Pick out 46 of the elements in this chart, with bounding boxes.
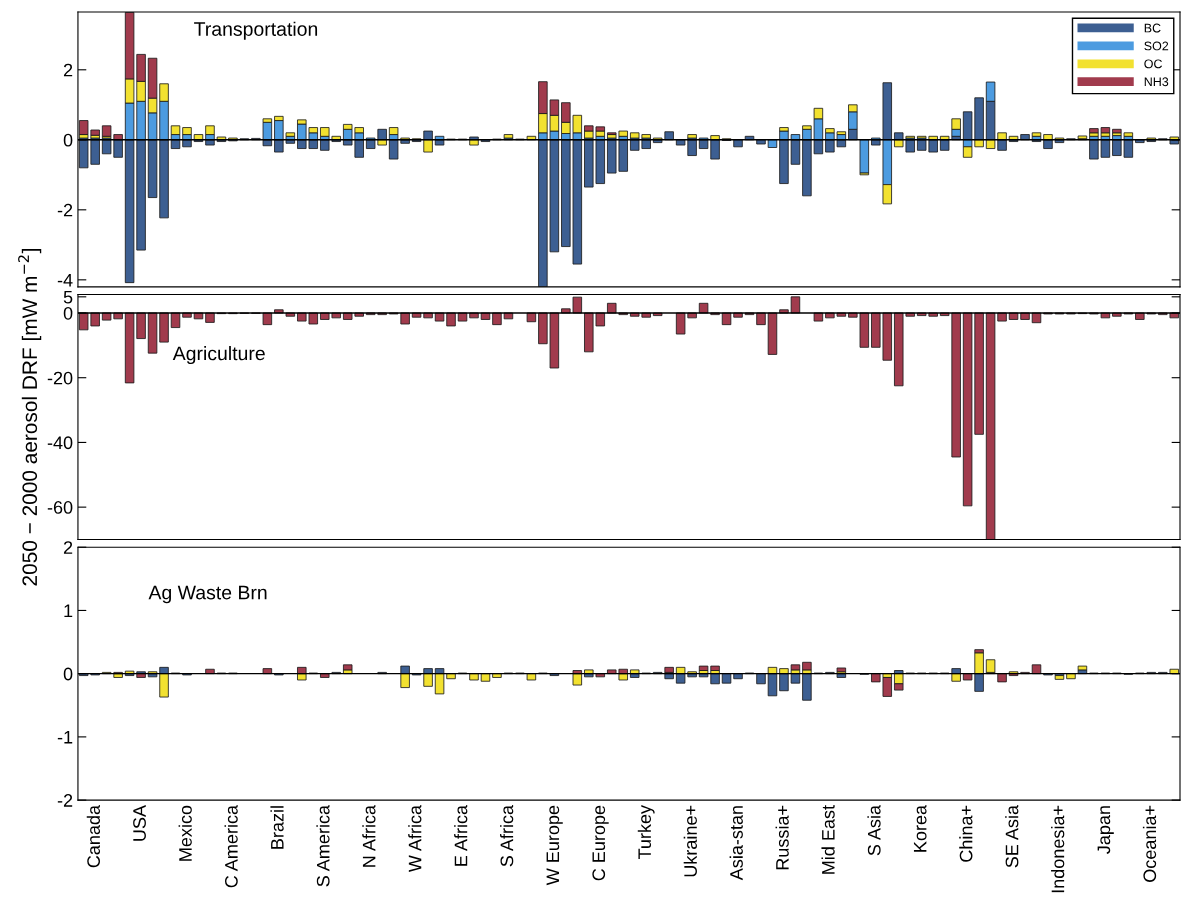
text: Ag Waste Brn [148,585,267,604]
x-tick-label: Turkey [637,805,655,860]
legend-label: BC [1144,23,1161,33]
x-tick-label: Korea [913,804,927,852]
legend-label: OC [1144,59,1163,69]
y-tick-label: -40 [47,436,73,450]
x-tick-label: Mid East [821,805,835,874]
legend-label: SO2 [1144,41,1169,51]
x-tick-label: Indonesia+ [1051,805,1065,893]
y-tick-label: 1 [64,604,73,617]
y-tick-label: -1 [57,731,73,744]
x-tick-label: C America [224,804,238,888]
x-tick-label: Russia+ [775,805,789,870]
y-tick-label: 2 [63,541,73,554]
text: Agriculture [172,346,265,365]
x-tick-label: S America [316,804,330,887]
y-tick-label: 0 [63,133,73,147]
x-tick-label: Ukraine+ [683,805,697,877]
y-tick-label: 0 [63,667,73,681]
x-tick-label: W Europe [546,805,563,886]
x-tick-label: S Asia [867,804,881,856]
chart-title: Transportation [194,21,318,40]
x-tick-label: W Africa [408,804,422,873]
y-tick-label: -2 [57,794,73,807]
x-tick-label: E Africa [454,804,468,866]
x-tick-label: Oceania+ [1142,805,1157,882]
x-tick-label: SE Asia [1005,804,1019,868]
x-tick-label: N Africa [362,804,376,867]
x-tick-label: China+ [959,805,973,862]
x-tick-label: Asia-stan [729,806,743,881]
x-tick-label: Mexico [178,805,192,861]
x-tick-label: Brazil [270,806,284,849]
y-tick-label: -60 [47,501,73,514]
x-tick-label: S Africa [500,804,514,867]
y-tick-label: 5 [63,290,73,304]
y-tick-label: 0 [63,306,73,320]
y-axis-title: 2050 − 2000 aerosol DRF [mW m$^{−2}$] [18,249,42,586]
x-tick-label: Canada [86,804,101,868]
y-tick-label: -4 [57,273,73,287]
legend-label: NH3 [1144,77,1169,87]
x-tick-label: Japan [1097,806,1114,854]
x-tick-label: USA [133,805,146,841]
y-tick-label: -20 [47,371,73,385]
y-tick-label: 2 [63,63,73,77]
y-tick-label: -2 [57,203,73,217]
x-tick-label: C Europe [592,805,609,881]
